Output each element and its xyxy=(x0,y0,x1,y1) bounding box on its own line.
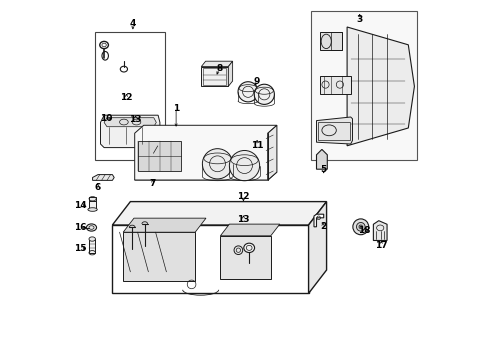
Polygon shape xyxy=(123,232,195,281)
Text: 14: 14 xyxy=(74,201,86,210)
Polygon shape xyxy=(320,32,341,50)
Polygon shape xyxy=(123,218,205,232)
Polygon shape xyxy=(308,202,326,293)
Text: 2: 2 xyxy=(319,222,325,231)
Text: 4: 4 xyxy=(129,19,136,28)
Bar xyxy=(203,68,226,85)
Text: 13: 13 xyxy=(237,215,249,224)
Polygon shape xyxy=(267,125,276,180)
Text: 13: 13 xyxy=(129,115,142,124)
Text: 11: 11 xyxy=(250,141,263,150)
Polygon shape xyxy=(112,202,326,225)
Ellipse shape xyxy=(89,237,95,241)
Ellipse shape xyxy=(238,82,258,102)
Polygon shape xyxy=(92,175,114,180)
Bar xyxy=(95,32,165,160)
Text: 1: 1 xyxy=(173,104,179,112)
Polygon shape xyxy=(346,27,413,146)
Bar xyxy=(89,197,96,201)
Ellipse shape xyxy=(86,224,96,231)
Polygon shape xyxy=(220,224,279,236)
Polygon shape xyxy=(228,61,232,86)
Polygon shape xyxy=(316,117,352,144)
Polygon shape xyxy=(112,225,308,293)
Bar xyxy=(201,67,228,86)
Bar xyxy=(89,239,95,253)
Text: 12: 12 xyxy=(237,192,249,201)
Ellipse shape xyxy=(356,222,365,231)
Text: 10: 10 xyxy=(100,114,112,123)
Bar xyxy=(320,76,350,94)
Text: 5: 5 xyxy=(320,165,326,174)
Text: 7: 7 xyxy=(149,179,156,188)
Ellipse shape xyxy=(244,243,254,253)
Polygon shape xyxy=(316,149,326,169)
Text: 9: 9 xyxy=(253,77,260,85)
Polygon shape xyxy=(313,214,323,227)
Text: 17: 17 xyxy=(374,241,387,250)
Ellipse shape xyxy=(358,225,362,229)
Bar xyxy=(318,122,349,140)
Ellipse shape xyxy=(254,84,274,104)
Polygon shape xyxy=(101,115,160,148)
Polygon shape xyxy=(104,118,156,127)
Polygon shape xyxy=(134,125,276,180)
Ellipse shape xyxy=(352,219,368,235)
Polygon shape xyxy=(201,61,232,67)
Text: 12: 12 xyxy=(120,94,132,102)
Bar xyxy=(138,141,181,171)
Text: 8: 8 xyxy=(216,64,222,73)
Text: 18: 18 xyxy=(357,226,370,235)
Bar xyxy=(330,32,342,50)
Text: 15: 15 xyxy=(74,244,86,253)
Polygon shape xyxy=(373,221,386,240)
Polygon shape xyxy=(134,172,276,180)
Polygon shape xyxy=(310,11,416,160)
Ellipse shape xyxy=(229,150,259,181)
Ellipse shape xyxy=(88,208,97,211)
Text: 3: 3 xyxy=(356,15,362,24)
Polygon shape xyxy=(220,236,270,279)
Bar xyxy=(89,201,96,210)
Text: 6: 6 xyxy=(94,183,101,192)
Ellipse shape xyxy=(202,149,232,179)
Text: 16: 16 xyxy=(74,223,86,232)
